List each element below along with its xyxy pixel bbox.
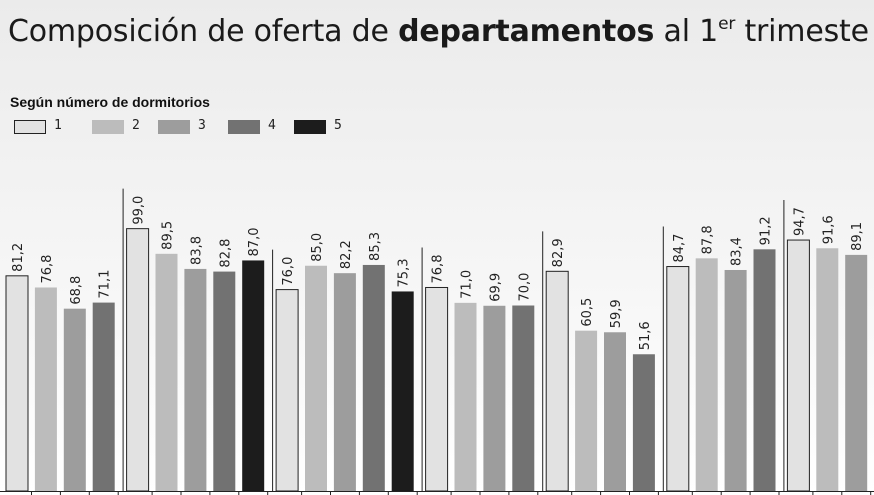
- value-label-g2-s1: 99,0: [132, 196, 147, 225]
- bar-g4-s4: [512, 305, 535, 491]
- value-label-g4-s4: 70,0: [517, 273, 532, 302]
- value-label-g2-s4: 82,8: [218, 239, 233, 268]
- bar-g3-s5: [391, 291, 414, 491]
- bar-g1-s1: [5, 275, 29, 492]
- bar-g1-s3: [63, 308, 86, 491]
- bar-g4-s3: [483, 305, 506, 491]
- bar-g7-s2: [816, 248, 839, 491]
- value-label-g2-s5: 87,0: [247, 227, 262, 256]
- bar-g1-s4: [92, 302, 115, 491]
- bar-g1-s2: [34, 287, 57, 491]
- value-label-g6-s3: 83,4: [730, 237, 745, 266]
- legend-swatch-1: [14, 120, 46, 134]
- value-label-g3-s2: 85,0: [310, 233, 325, 262]
- bar-g6-s2: [695, 258, 718, 491]
- bar-g7-s1: [786, 239, 810, 492]
- legend-swatch-5: [294, 120, 326, 134]
- value-label-g2-s2: 89,5: [161, 221, 176, 250]
- bar-g4-s2: [454, 302, 477, 491]
- bar-g6-s3: [724, 269, 747, 491]
- legend-label-4: 4: [268, 118, 276, 133]
- title-prefix: Composición de oferta de: [8, 14, 399, 49]
- value-label-g4-s2: 71,0: [460, 270, 475, 299]
- legend-swatch-3: [158, 120, 190, 134]
- value-label-g1-s1: 81,2: [11, 243, 26, 272]
- value-label-g4-s3: 69,9: [488, 273, 503, 302]
- value-label-g7-s1: 94,7: [792, 207, 807, 236]
- bar-g5-s2: [575, 330, 598, 491]
- bar-g6-s4: [753, 249, 776, 491]
- bar-g2-s1: [126, 228, 150, 492]
- bar-g7-s3: [845, 254, 868, 491]
- bar-g3-s1: [275, 289, 299, 492]
- chart-title: Composición de oferta de departamentos a…: [8, 14, 869, 49]
- legend-swatch-2: [92, 120, 124, 134]
- value-label-g6-s1: 84,7: [672, 234, 687, 263]
- legend-label-3: 3: [198, 118, 206, 133]
- bar-g2-s3: [184, 268, 207, 491]
- bar-g2-s4: [213, 271, 236, 491]
- value-label-g5-s1: 82,9: [551, 238, 566, 267]
- legend-swatch-4: [228, 120, 260, 134]
- bar-g3-s3: [333, 273, 356, 491]
- value-label-g7-s3: 89,1: [850, 222, 865, 251]
- bar-g4-s1: [425, 286, 449, 492]
- value-label-g5-s2: 60,5: [580, 298, 595, 327]
- bar-g2-s5: [242, 260, 265, 491]
- legend-label-1: 1: [54, 118, 62, 133]
- legend-label-5: 5: [334, 118, 342, 133]
- value-label-g2-s3: 83,8: [189, 236, 204, 265]
- bar-g6-s1: [666, 266, 690, 492]
- bar-g5-s3: [604, 332, 626, 491]
- value-label-g5-s3: 59,9: [609, 299, 624, 328]
- value-label-g5-s4: 51,6: [638, 321, 653, 350]
- value-label-g3-s1: 76,0: [281, 257, 296, 286]
- value-label-g1-s4: 71,1: [98, 270, 113, 299]
- legend-label-2: 2: [132, 118, 140, 133]
- value-label-g3-s4: 85,3: [368, 232, 383, 261]
- bar-g2-s2: [155, 253, 178, 491]
- title-bold: departamentos: [398, 14, 655, 49]
- bar-g3-s2: [305, 265, 327, 491]
- title-middle: al 1: [654, 14, 719, 49]
- bar-g3-s4: [362, 264, 385, 491]
- value-label-g6-s4: 91,2: [759, 216, 774, 245]
- chart-subtitle: Según número de dormitorios: [10, 94, 210, 110]
- value-label-g7-s2: 91,6: [821, 215, 836, 244]
- value-label-g3-s5: 75,3: [397, 259, 412, 288]
- value-label-g4-s1: 76,8: [431, 255, 446, 284]
- value-label-g1-s3: 68,8: [69, 276, 84, 305]
- title-suffix: trimeste: [735, 14, 869, 49]
- value-label-g6-s2: 87,8: [701, 225, 716, 254]
- value-label-g1-s2: 76,8: [40, 255, 55, 284]
- bar-g5-s1: [545, 270, 569, 492]
- title-sup: er: [718, 14, 736, 34]
- value-label-g3-s3: 82,2: [339, 240, 354, 269]
- bar-g5-s4: [632, 354, 655, 491]
